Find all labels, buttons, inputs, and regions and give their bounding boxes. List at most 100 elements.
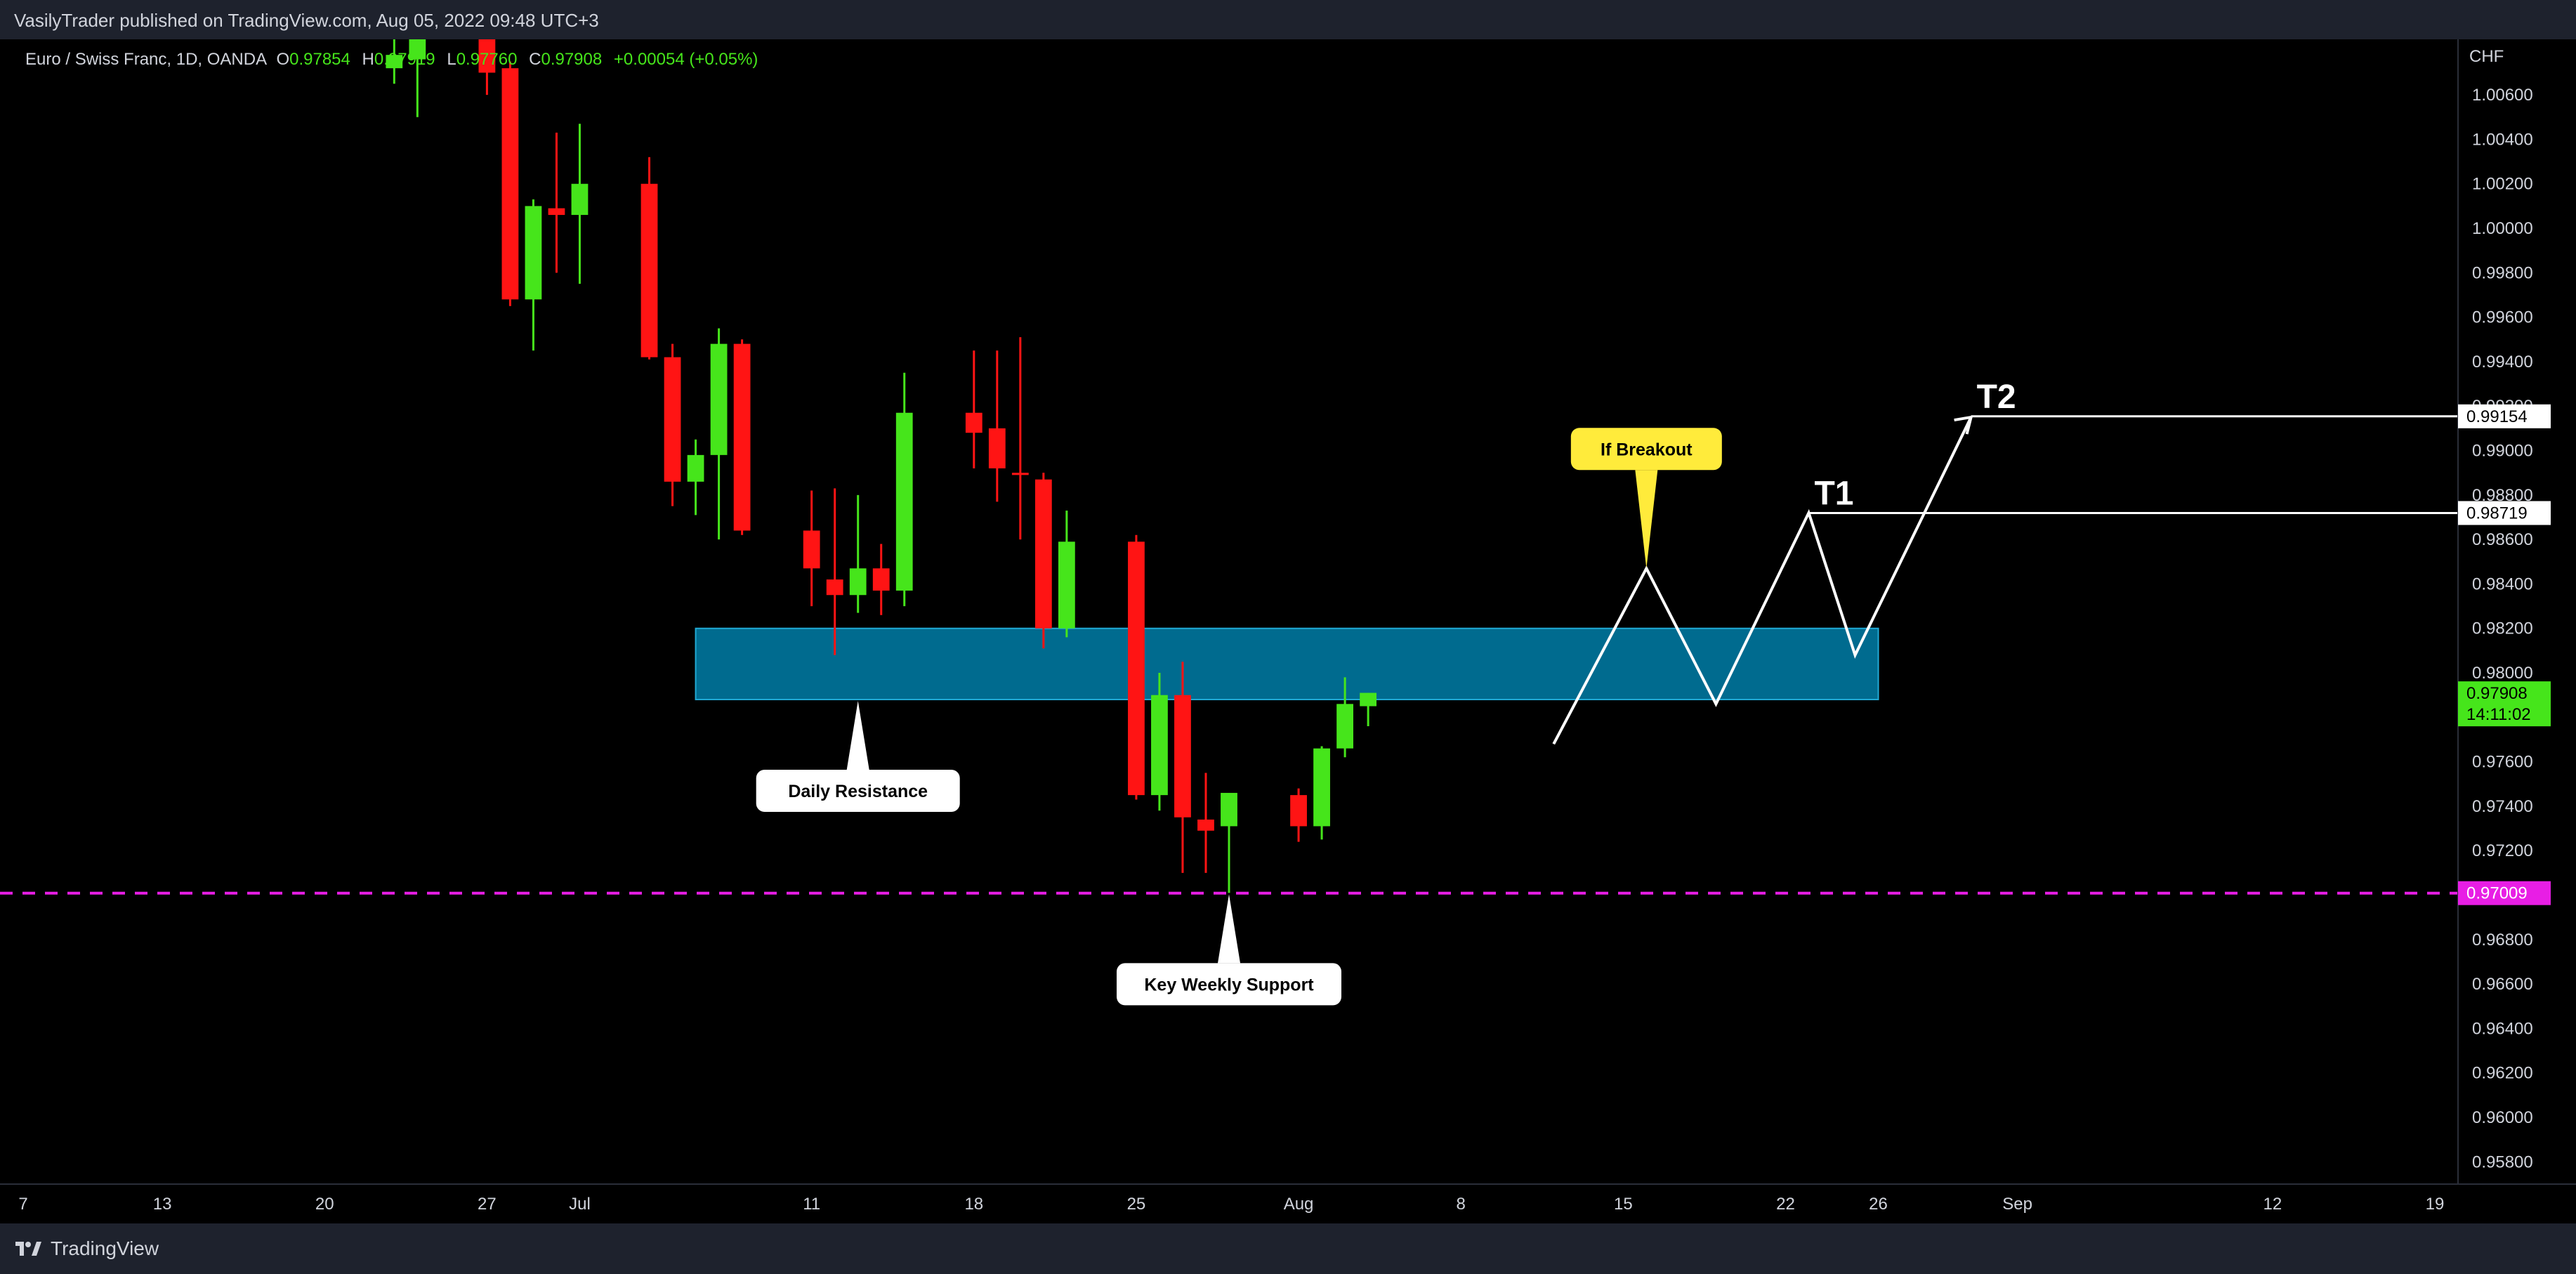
time-tick-label: 22: [1776, 1195, 1795, 1214]
target-price-label: 0.98719: [2466, 504, 2528, 523]
tradingview-logo[interactable]: TradingView: [14, 1235, 159, 1263]
candle-body: [1128, 541, 1145, 796]
legend-high: 0.97919: [374, 50, 435, 69]
candle-body: [664, 357, 681, 482]
footer-bar: TradingView: [0, 1223, 2576, 1274]
price-tick-label: 1.00000: [2472, 219, 2533, 238]
price-tick-label: 1.00400: [2472, 130, 2533, 149]
candle-body: [1360, 692, 1376, 707]
time-tick-label: 15: [1614, 1195, 1633, 1214]
time-tick-label: 20: [315, 1195, 334, 1214]
candle-body: [1034, 479, 1052, 629]
annotation-box: [756, 770, 960, 813]
candle-body: [1011, 473, 1029, 475]
publish-header: VasilyTrader published on TradingView.co…: [0, 0, 2576, 39]
price-tick-label: 0.98600: [2472, 530, 2533, 549]
candle-body: [1174, 695, 1191, 817]
time-tick-label: Sep: [2002, 1195, 2032, 1214]
legend-h-label: H: [362, 50, 374, 69]
annotation-callout: If Breakout: [1570, 428, 1722, 569]
annotation-text: If Breakout: [1601, 440, 1693, 459]
price-tick-label: 0.95800: [2472, 1152, 2533, 1171]
candle-body: [571, 183, 589, 216]
last-price-countdown: 14:11:02: [2466, 705, 2531, 724]
projection-path: [1552, 416, 1973, 745]
candle-body: [826, 579, 843, 596]
support-price-tag: [2458, 881, 2551, 905]
resistance-zone: [695, 627, 1879, 701]
legend-symbol: Euro / Swiss Franc, 1D, OANDA: [25, 50, 267, 69]
candle-body: [525, 206, 542, 300]
time-tick-label: 25: [1127, 1195, 1146, 1214]
candle-body: [849, 568, 867, 596]
candle-body: [548, 208, 565, 216]
time-tick-label: Jul: [569, 1195, 591, 1214]
legend-close: 0.97908: [541, 50, 602, 69]
time-tick-label: 7: [18, 1195, 27, 1214]
publish-info: VasilyTrader published on TradingView.co…: [14, 10, 599, 31]
price-tick-label: 0.96000: [2472, 1108, 2533, 1127]
time-tick-label: 26: [1869, 1195, 1888, 1214]
svg-text:Euro / Swiss Franc, 1D, OANDA: Euro / Swiss Franc, 1D, OANDA O0.97854 H…: [25, 50, 758, 69]
candle-body: [965, 412, 983, 433]
support-price-label: 0.97009: [2466, 884, 2528, 903]
last-price-tag: [2458, 681, 2551, 727]
candle-body: [687, 454, 704, 482]
candle-body: [1290, 795, 1307, 827]
candle-body: [1221, 792, 1237, 827]
tradingview-logo-text: TradingView: [51, 1237, 159, 1259]
last-price-label: 0.97908: [2466, 684, 2528, 703]
symbol-legend: Euro / Swiss Franc, 1D, OANDA O0.97854 H…: [25, 50, 758, 69]
price-tick-label: 0.96800: [2472, 931, 2533, 950]
price-tick-label: 0.96600: [2472, 975, 2533, 994]
candle-body: [895, 412, 913, 591]
candle-body: [501, 68, 519, 300]
annotation-callout: Key Weekly Support: [1117, 894, 1341, 1006]
candle-body: [988, 428, 1006, 468]
target-label: T2: [1977, 379, 2016, 416]
legend-low: 0.97760: [456, 50, 518, 69]
legend-o-label: O: [276, 50, 289, 69]
annotation-callout: Daily Resistance: [756, 701, 960, 813]
target-label: T1: [1814, 475, 1853, 512]
annotation-text: Daily Resistance: [788, 782, 928, 801]
time-tick-label: 27: [478, 1195, 497, 1214]
price-tick-label: 0.99000: [2472, 442, 2533, 461]
candle-body: [1197, 819, 1214, 831]
annotation-pointer: [846, 701, 869, 770]
legend-c-label: C: [529, 50, 541, 69]
price-tick-label: 0.97600: [2472, 753, 2533, 772]
price-tick-label: 0.97200: [2472, 841, 2533, 860]
target-price-tag: [2458, 404, 2551, 428]
candle-body: [409, 39, 426, 60]
time-tick-label: 11: [803, 1195, 820, 1214]
price-axis-unit: CHF: [2469, 47, 2504, 66]
target-price-tag: [2458, 501, 2551, 525]
candle-body: [386, 55, 403, 69]
tradingview-logo-icon: [15, 1242, 41, 1256]
price-tick-label: 0.99400: [2472, 353, 2533, 372]
legend-open: 0.97854: [289, 50, 350, 69]
time-tick-label: 8: [1457, 1195, 1466, 1214]
candle-body: [1151, 695, 1168, 796]
chart-area[interactable]: T1 T2 Daily Resistance Key Weekly Support I…: [0, 6, 2576, 1223]
legend-l-label: L: [447, 50, 456, 69]
target-price-label: 0.99154: [2466, 407, 2528, 426]
annotation-pointer: [1635, 470, 1658, 569]
time-tick-label: Aug: [1284, 1195, 1314, 1214]
time-tick-label: 13: [153, 1195, 172, 1214]
price-tick-label: 1.00600: [2472, 86, 2533, 105]
candle-body: [478, 28, 496, 73]
candle-body: [733, 343, 751, 531]
price-tick-label: 0.99600: [2472, 308, 2533, 327]
candle-body: [1313, 748, 1330, 827]
candle-body: [803, 530, 820, 569]
chart-svg[interactable]: T1 T2 Daily Resistance Key Weekly Support I…: [0, 6, 2576, 1223]
candle-body: [710, 343, 728, 455]
candle-body: [872, 568, 890, 591]
time-tick-label: 19: [2426, 1195, 2445, 1214]
price-tick-label: 0.98200: [2472, 619, 2533, 638]
annotation-pointer: [1218, 894, 1240, 964]
price-tick-label: 0.96200: [2472, 1064, 2533, 1083]
candle-body: [640, 183, 658, 357]
